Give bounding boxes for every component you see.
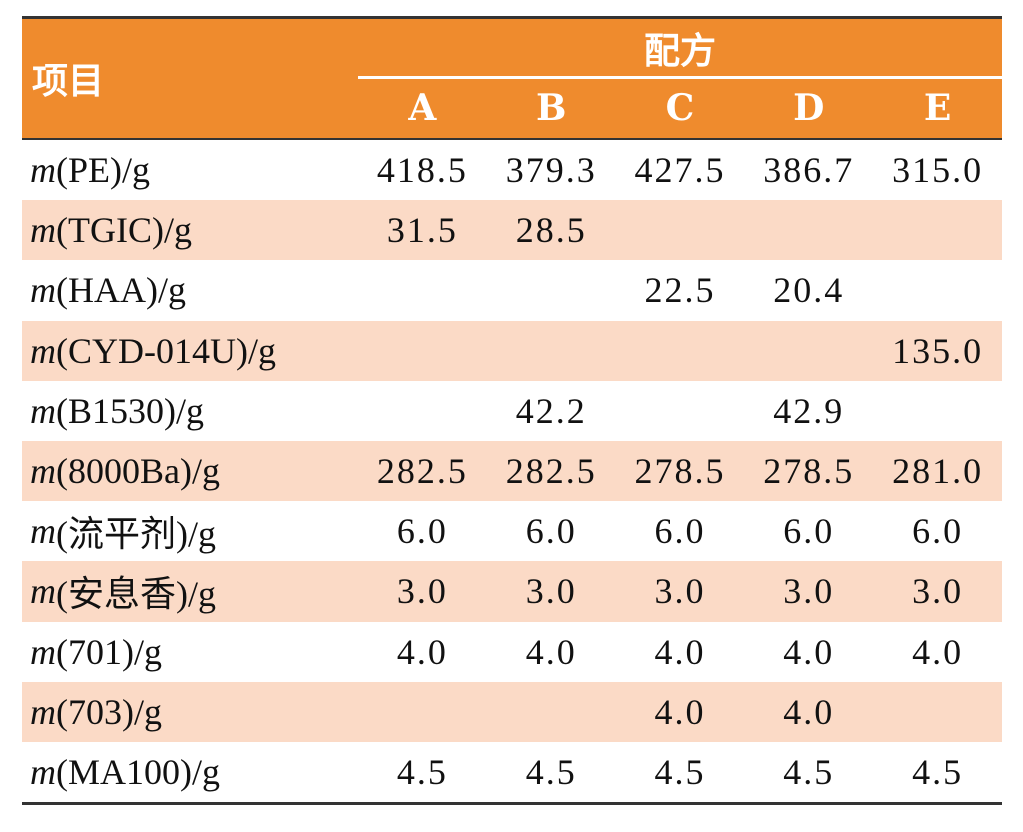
- value-cell: 379.3: [505, 150, 597, 191]
- value-cell: 386.7: [763, 150, 855, 191]
- row-label: m (PE)/g: [30, 150, 150, 191]
- value-cell: 282.5: [376, 451, 468, 492]
- value-cell: 3.0: [912, 571, 964, 612]
- value-cell: 4.5: [654, 752, 706, 793]
- row-label: m (B1530)/g: [30, 390, 204, 431]
- value-cell: 4.0: [783, 691, 835, 732]
- row-shade: [22, 320, 1002, 381]
- row-label: m (TGIC)/g: [30, 210, 192, 251]
- value-cell: 4.0: [525, 631, 577, 672]
- value-cell: 6.0: [525, 511, 577, 552]
- value-cell: 4.0: [654, 691, 706, 732]
- row-label: m (8000Ba)/g: [30, 451, 220, 492]
- column-header: C: [665, 87, 695, 129]
- value-cell: 3.0: [654, 571, 706, 612]
- value-cell: 4.5: [783, 752, 835, 793]
- value-cell: 4.5: [396, 752, 448, 793]
- value-cell: 4.5: [525, 752, 577, 793]
- row-label: m (安息香)/g: [30, 571, 216, 615]
- bottom-rule: [22, 802, 1002, 806]
- value-cell: 418.5: [376, 150, 468, 191]
- value-cell: 22.5: [644, 270, 716, 311]
- row-label: m (HAA)/g: [30, 270, 186, 311]
- value-cell: 6.0: [396, 511, 448, 552]
- value-cell: 6.0: [654, 511, 706, 552]
- top-rule: [22, 16, 1002, 19]
- column-header: E: [923, 87, 952, 129]
- column-header: B: [535, 87, 567, 129]
- value-cell: 42.2: [515, 390, 587, 431]
- column-header: A: [408, 87, 437, 129]
- value-cell: 427.5: [634, 150, 726, 191]
- value-cell: 6.0: [783, 511, 835, 552]
- value-cell: 31.5: [386, 210, 458, 251]
- row-label: m (流平剂)/g: [30, 511, 216, 555]
- value-cell: 4.0: [783, 631, 835, 672]
- value-cell: 4.5: [912, 752, 964, 793]
- row-label: m (703)/g: [30, 691, 162, 732]
- value-cell: 315.0: [892, 150, 984, 191]
- row-shade: [22, 561, 1002, 622]
- value-cell: 6.0: [912, 511, 964, 552]
- row-label: m (701)/g: [30, 631, 162, 672]
- value-cell: 282.5: [505, 451, 597, 492]
- value-cell: 281.0: [892, 451, 984, 492]
- value-cell: 278.5: [763, 451, 855, 492]
- group-header: 配方: [643, 30, 716, 72]
- row-shade: [22, 200, 1002, 261]
- value-cell: 20.4: [773, 270, 845, 311]
- corner-header: 项目: [32, 60, 105, 102]
- value-cell: 135.0: [892, 330, 984, 371]
- column-header: D: [793, 87, 825, 129]
- value-cell: 4.0: [654, 631, 706, 672]
- value-cell: 4.0: [396, 631, 448, 672]
- value-cell: 28.5: [515, 210, 587, 251]
- value-cell: 42.9: [773, 390, 845, 431]
- row-label: m (MA100)/g: [30, 752, 220, 793]
- row-shade: [22, 441, 1002, 502]
- value-cell: 3.0: [783, 571, 835, 612]
- value-cell: 278.5: [634, 451, 726, 492]
- value-cell: 3.0: [396, 571, 448, 612]
- row-shade: [22, 681, 1002, 742]
- value-cell: 4.0: [912, 631, 964, 672]
- row-label: m (CYD-014U)/g: [30, 330, 276, 371]
- group-rule: [358, 76, 1002, 79]
- header-rule: [22, 138, 1002, 140]
- value-cell: 3.0: [525, 571, 577, 612]
